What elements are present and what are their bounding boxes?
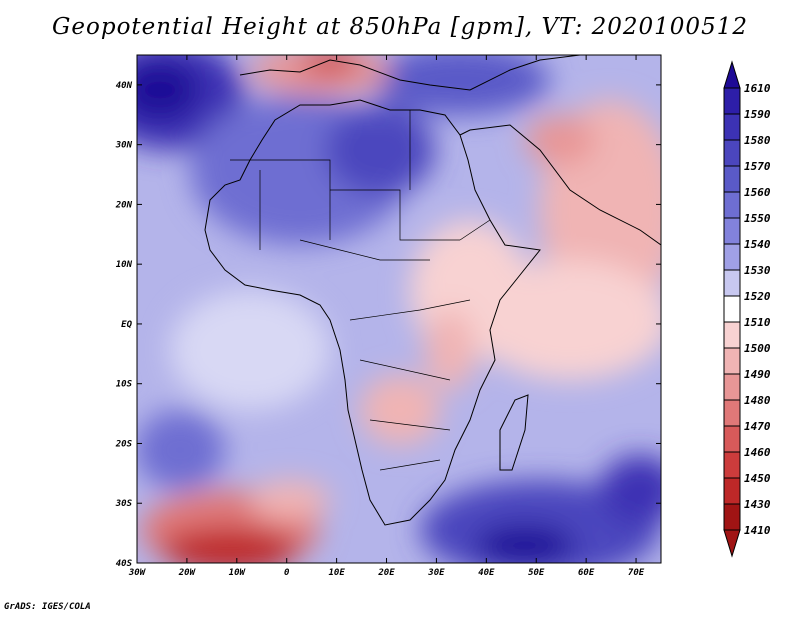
colorbar-bottom-arrow bbox=[723, 529, 741, 558]
lon-tick-label: 50E bbox=[528, 568, 545, 578]
lon-tick-label: 70E bbox=[628, 568, 645, 578]
country-borders bbox=[230, 110, 491, 471]
colorbar-swatch bbox=[723, 217, 741, 245]
lon-tick-label: 30E bbox=[427, 568, 445, 578]
lat-tick-label: 10N bbox=[116, 260, 133, 270]
colorbar-label: 1510 bbox=[744, 316, 771, 329]
colorbar-swatch bbox=[723, 165, 741, 193]
colorbar-swatch bbox=[723, 425, 741, 453]
lat-tick-label: 20N bbox=[115, 200, 133, 210]
colorbar-label: 1460 bbox=[744, 446, 771, 459]
colorbar-swatch bbox=[723, 503, 741, 531]
colorbar-swatch bbox=[723, 295, 741, 323]
map-title: Geopotential Height at 850hPa [gpm], VT:… bbox=[52, 14, 748, 40]
colorbar-swatch bbox=[723, 347, 741, 375]
colorbar-swatch bbox=[723, 269, 741, 297]
lon-tick-label: 0 bbox=[284, 568, 290, 578]
colorbar-label: 1540 bbox=[744, 238, 771, 251]
latitude-axis: 40N 30N 20N 10N EQ 10S 20S 30S 40S bbox=[115, 81, 661, 569]
height-field bbox=[137, 55, 661, 563]
lon-tick-label: 20E bbox=[377, 568, 395, 578]
colorbar-label: 1490 bbox=[744, 368, 771, 381]
lon-tick-label: 40E bbox=[478, 568, 495, 578]
colorbar-label: 1450 bbox=[744, 472, 771, 485]
colorbar-label: 1500 bbox=[744, 342, 771, 355]
lat-tick-label: 30S bbox=[115, 499, 133, 509]
lon-tick-label: 20W bbox=[178, 568, 197, 578]
colorbar-label: 1470 bbox=[744, 420, 771, 433]
colorbar: 1610 1590 1580 1570 1560 1550 1540 1530 1520 1510… bbox=[723, 60, 771, 558]
colorbar-swatch bbox=[723, 477, 741, 505]
colorbar-label: 1570 bbox=[744, 160, 771, 173]
grads-credit: GrADS: IGES/COLA bbox=[4, 602, 91, 612]
lat-tick-label: 40N bbox=[116, 81, 133, 91]
colorbar-swatch bbox=[723, 87, 741, 115]
lat-tick-label: 40S bbox=[116, 559, 133, 569]
lon-tick-label: 10W bbox=[229, 568, 247, 578]
lon-tick-label: 60E bbox=[578, 568, 595, 578]
lon-tick-label: 30W bbox=[128, 568, 147, 578]
longitude-axis: 30W 20W 10W 0 10E 20E 30E 40E 50E 60E 70E bbox=[128, 55, 645, 578]
colorbar-top-arrow bbox=[723, 60, 741, 89]
colorbar-swatch bbox=[723, 191, 741, 219]
lon-tick-label: 10E bbox=[328, 568, 345, 578]
lat-tick-label: EQ bbox=[121, 320, 132, 330]
colorbar-swatch bbox=[723, 373, 741, 401]
colorbar-swatch bbox=[723, 139, 741, 167]
colorbar-label: 1610 bbox=[744, 82, 771, 95]
colorbar-label: 1520 bbox=[744, 290, 771, 303]
colorbar-swatch bbox=[723, 321, 741, 349]
colorbar-swatch bbox=[723, 451, 741, 479]
colorbar-label: 1590 bbox=[744, 108, 771, 121]
colorbar-swatch bbox=[723, 399, 741, 427]
lat-tick-label: 20S bbox=[115, 439, 133, 449]
colorbar-label: 1560 bbox=[744, 186, 771, 199]
colorbar-swatch bbox=[723, 113, 741, 141]
coastlines bbox=[204, 55, 661, 526]
colorbar-label: 1480 bbox=[744, 394, 771, 407]
colorbar-label: 1530 bbox=[744, 264, 771, 277]
colorbar-label: 1430 bbox=[744, 498, 771, 511]
plot-frame bbox=[136, 54, 662, 564]
colorbar-label: 1580 bbox=[744, 134, 771, 147]
colorbar-label: 1550 bbox=[744, 212, 771, 225]
lat-tick-label: 30N bbox=[115, 141, 133, 151]
colorbar-label: 1410 bbox=[744, 524, 771, 537]
colorbar-swatch bbox=[723, 243, 741, 271]
lat-tick-label: 10S bbox=[116, 380, 133, 390]
